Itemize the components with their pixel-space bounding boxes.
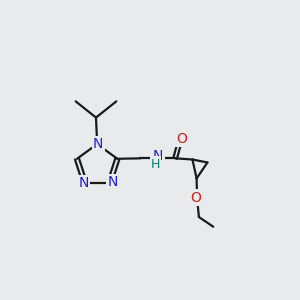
Text: N: N (93, 137, 104, 151)
Text: N: N (107, 175, 118, 189)
Text: N: N (153, 149, 164, 164)
Text: N: N (79, 176, 89, 190)
Text: H: H (151, 158, 160, 171)
Text: O: O (176, 132, 187, 146)
Text: O: O (190, 190, 201, 205)
